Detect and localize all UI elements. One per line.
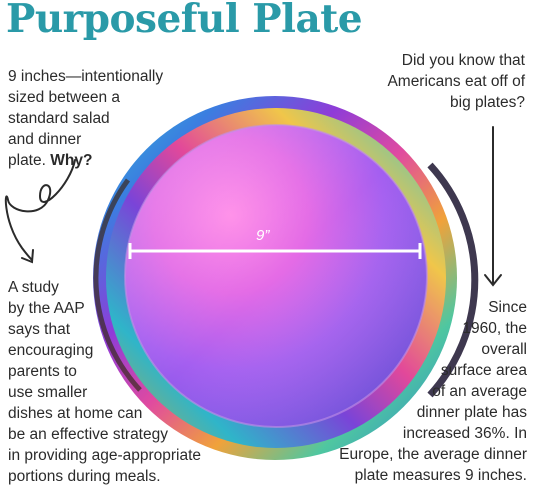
plate-dimension-label: 9” <box>256 227 270 244</box>
intro-line: standard salad <box>8 110 110 127</box>
did-you-know-line: Americans eat off of <box>387 73 525 90</box>
aap-line: portions during meals. <box>8 468 161 485</box>
since-line: plate measures 9 inches. <box>354 467 527 484</box>
since-line: Europe, the average dinner <box>339 446 527 463</box>
curly-arrow-icon <box>4 159 76 264</box>
dimension-line <box>128 243 422 259</box>
since-1960-text: Since 1960, the overall surface area of … <box>297 297 527 486</box>
did-you-know-text: Did you know that Americans eat off of b… <box>355 50 525 113</box>
down-arrow-icon <box>484 126 502 287</box>
intro-line: 9 inches—intentionally <box>8 68 164 85</box>
page-title: Purposeful Plate <box>6 0 363 42</box>
aap-line: encouraging <box>8 342 94 359</box>
intro-line: and dinner <box>8 131 82 148</box>
since-line: overall <box>481 341 527 358</box>
intro-line: sized between a <box>8 89 121 106</box>
aap-line: parents to <box>8 363 77 380</box>
intro-line-last: plate. Why? <box>8 150 198 171</box>
aap-line: says that <box>8 321 71 338</box>
intro-text: 9 inches—intentionally sized between a s… <box>8 66 198 171</box>
since-line: dinner plate has <box>416 404 527 421</box>
since-line: surface area <box>440 362 527 379</box>
aap-study-text: A study by the AAP says that encouraging… <box>8 277 238 487</box>
did-you-know-line: big plates? <box>450 94 525 111</box>
aap-line: by the AAP <box>8 300 85 317</box>
aap-line: in providing age-appropriate <box>8 447 202 464</box>
aap-line: be an effective strategy <box>8 426 168 443</box>
since-line: Since <box>488 299 527 316</box>
since-line: of an average <box>432 383 527 400</box>
intro-line-prefix: plate. <box>8 152 51 169</box>
aap-line: dishes at home can <box>8 405 143 422</box>
since-line: increased 36%. In <box>402 425 527 442</box>
aap-line: use smaller <box>8 384 88 401</box>
why-emphasis: Why? <box>50 152 93 169</box>
since-line: 1960, the <box>462 320 527 337</box>
did-you-know-line: Did you know that <box>401 52 525 69</box>
aap-line: A study <box>8 279 59 296</box>
